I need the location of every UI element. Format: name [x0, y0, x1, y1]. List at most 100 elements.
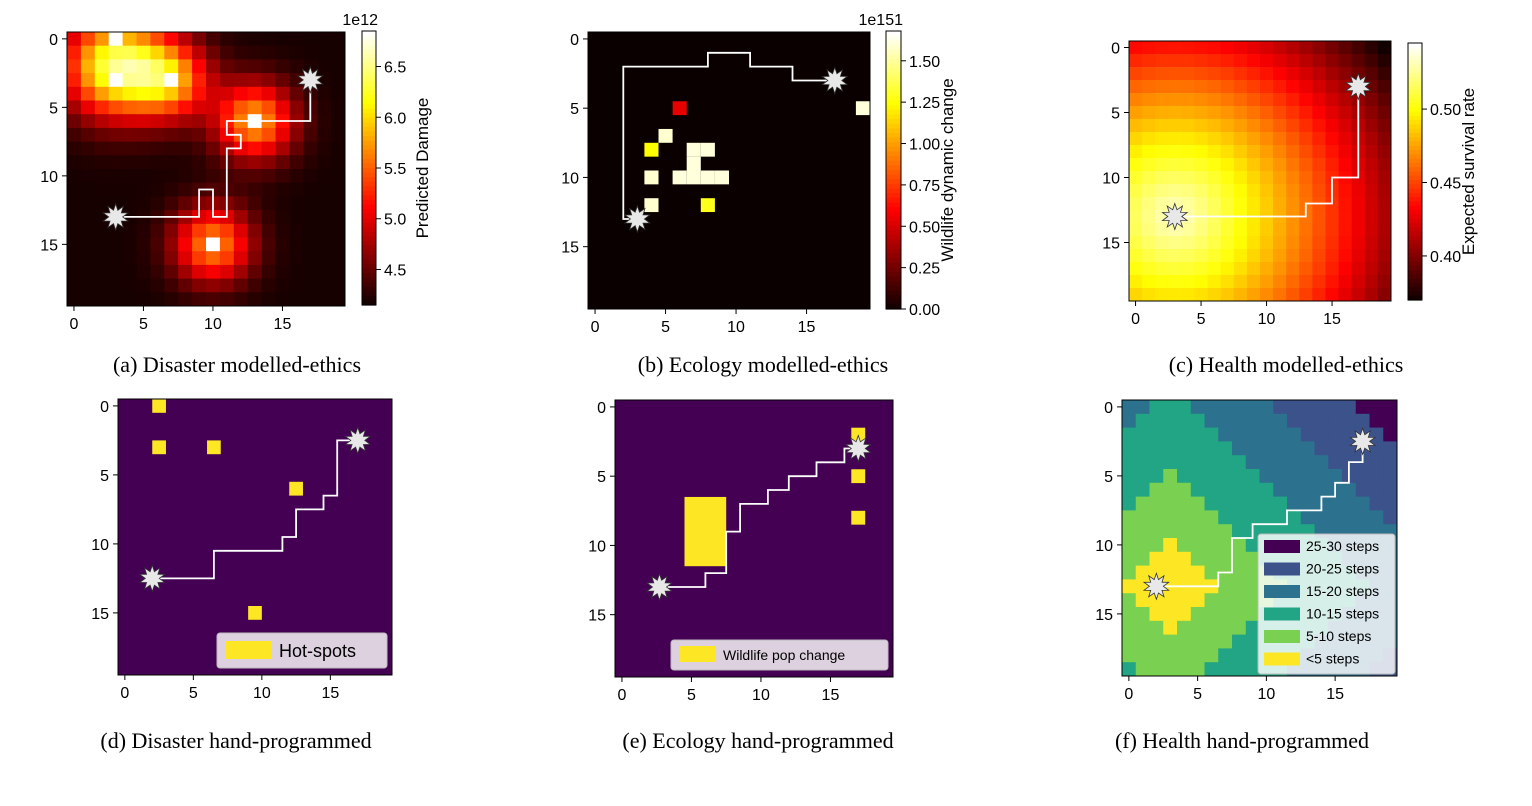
heatmap-cell: [1377, 67, 1392, 81]
heatmap-cell: [331, 237, 346, 252]
heatmap-cell: [1351, 236, 1366, 250]
heatmap-cell: [1325, 132, 1339, 146]
heatmap-cell: [1338, 236, 1353, 250]
x-tick-label: 15: [822, 687, 840, 704]
heatmap-cell: [206, 292, 221, 307]
heatmap-cell: [1181, 249, 1195, 263]
step-cell: [1135, 607, 1150, 622]
panel-disaster-hand: 0 5 10 15 0 5 10 15 (d) Disaster hand-programmed…: [91, 398, 393, 753]
colorbar-segment: [1408, 270, 1422, 275]
heatmap-cell: [1377, 249, 1392, 263]
goal-star-icon: [296, 65, 324, 95]
heatmap-cell: [206, 223, 221, 238]
step-cell: [1245, 469, 1260, 484]
x-tick-label: 5: [189, 685, 198, 702]
heatmap-cell: [1273, 171, 1287, 185]
step-cell: [1273, 427, 1288, 442]
colorbar-segment: [362, 291, 376, 297]
heatmap-cell: [1168, 41, 1182, 55]
heatmap-cell: [108, 264, 123, 279]
colorbar-segment: [886, 179, 901, 185]
step-cell: [1135, 469, 1150, 484]
heatmap-cell: [303, 237, 318, 252]
heatmap-cell: [672, 170, 687, 185]
heatmap-cell: [289, 141, 304, 156]
heatmap-cell: [1351, 275, 1366, 289]
colorbar-frame: [1407, 42, 1423, 301]
step-cell: [1135, 455, 1150, 470]
heatmap-cell: [1155, 145, 1169, 159]
start-star-icon: [623, 204, 651, 234]
heatmap-cell: [150, 114, 165, 129]
heatmap-cell: [275, 210, 290, 225]
step-cell: [1163, 538, 1178, 553]
heatmap-cell: [1364, 184, 1379, 198]
heatmap-cell: [331, 86, 346, 101]
heatmap-cell: [1260, 184, 1274, 198]
colorbar-segment: [1408, 64, 1422, 70]
goal-star-icon: [344, 426, 372, 455]
heatmap-cell: [1142, 93, 1156, 107]
heatmap-cell: [1364, 262, 1379, 276]
heatmap-cell: [1129, 171, 1143, 185]
wildlife-cell: [851, 510, 866, 525]
heatmap-cell: [122, 45, 137, 60]
step-cell: [1204, 455, 1219, 470]
colorbar-segment: [886, 170, 901, 176]
heatmap-cell: [67, 73, 82, 88]
heatmap-cell: [1168, 275, 1182, 289]
step-cell: [1190, 496, 1205, 511]
heatmap-cell: [1286, 106, 1300, 120]
heatmap-cell: [1312, 288, 1326, 302]
step-cell: [1190, 538, 1205, 553]
heatmap-cell: [1377, 288, 1392, 302]
colorbar-segment: [362, 186, 376, 192]
heatmap-cell: [219, 278, 235, 293]
heatmap-cell: [1142, 275, 1156, 289]
heatmap-cell: [289, 182, 304, 197]
heatmap-cell: [94, 196, 110, 211]
colorbar-segment: [886, 86, 901, 92]
heatmap-cell: [331, 182, 346, 197]
heatmap-cell: [1233, 119, 1248, 133]
colorbar-label: Expected survival rate: [1459, 88, 1478, 255]
heatmap-cell: [275, 86, 290, 101]
colorbar-segment: [1408, 158, 1422, 164]
step-cell: [1232, 620, 1247, 635]
heatmap-cell: [1194, 249, 1208, 263]
axes-frame: [1128, 40, 1392, 302]
heatmap-cell: [1286, 236, 1300, 250]
heatmap-cell: [672, 101, 687, 116]
step-cell: [1163, 620, 1178, 635]
heatmap-cell: [136, 86, 151, 101]
heatmap-cell: [1260, 171, 1274, 185]
step-cell: [1149, 496, 1164, 511]
heatmap-cell: [136, 278, 151, 293]
colorbar-segment: [1408, 184, 1422, 190]
heatmap-cell: [1155, 158, 1169, 172]
step-cell: [1122, 579, 1137, 594]
heatmap-cell: [94, 292, 110, 307]
heatmap-cell: [1207, 119, 1222, 133]
heatmap-cell: [192, 59, 207, 74]
step-cell: [1273, 469, 1288, 484]
heatmap-cell: [1273, 158, 1287, 172]
agent-path: [659, 447, 859, 588]
colorbar-segment: [886, 262, 901, 268]
colorbar-segment: [886, 211, 901, 217]
step-cell: [1149, 620, 1164, 635]
heatmap-cell: [275, 169, 290, 184]
heatmap-cell: [80, 278, 96, 293]
step-cell: [1218, 524, 1233, 539]
heatmap-cell: [1155, 54, 1169, 68]
heatmap-cell: [178, 264, 193, 279]
step-cell: [1149, 469, 1164, 484]
heatmap-cell: [1273, 197, 1287, 211]
heatmap-cell: [80, 45, 96, 60]
heatmap-cell: [289, 251, 304, 266]
heatmap-cell: [1129, 223, 1143, 237]
colorbar-segment: [886, 105, 901, 111]
step-cell: [1232, 634, 1247, 649]
heatmap-cell: [1286, 158, 1300, 172]
heatmap-cell: [1260, 223, 1274, 237]
